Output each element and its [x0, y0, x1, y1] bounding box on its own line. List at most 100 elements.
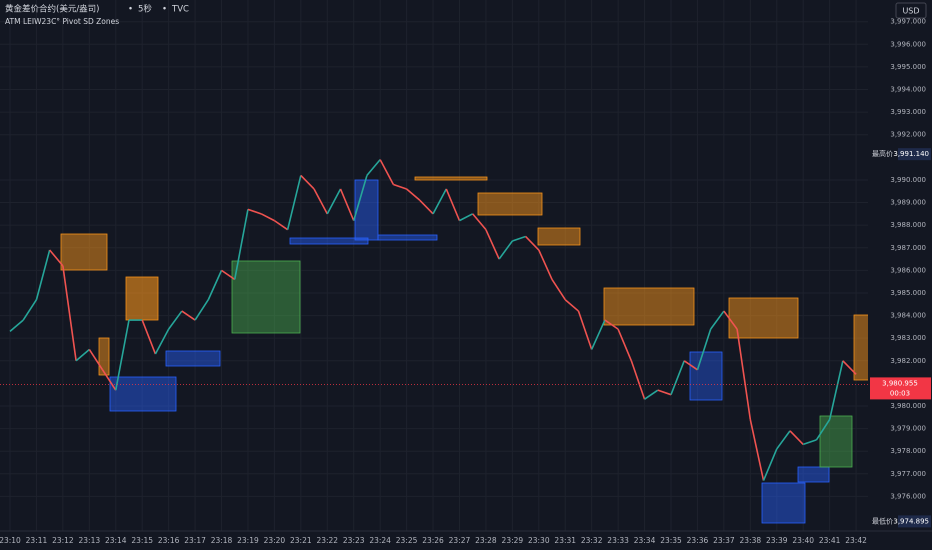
price-segment [564, 299, 579, 312]
price-segment [842, 360, 857, 375]
price-segment [22, 299, 38, 321]
price-segment [88, 349, 104, 371]
zone [231, 260, 301, 334]
price-segment [815, 419, 831, 441]
price-segment [828, 360, 844, 420]
price-segment [35, 249, 51, 300]
x-tick-label: 23:24 [369, 536, 391, 545]
x-tick-label: 23:35 [660, 536, 682, 545]
price-segment [194, 299, 209, 321]
price-segment [432, 188, 447, 215]
x-tick-label: 23:31 [554, 536, 576, 545]
price-segment [617, 328, 633, 362]
marker-label: 最低价 [872, 516, 893, 525]
x-tick-label: 23:22 [316, 536, 338, 545]
price-segment [114, 319, 130, 391]
x-tick-label: 23:19 [237, 536, 259, 545]
x-tick-label: 23:16 [158, 536, 180, 545]
x-tick-label: 23:17 [184, 536, 206, 545]
zone [537, 227, 581, 246]
zone [689, 351, 723, 401]
zone [377, 234, 438, 241]
x-tick-label: 23:41 [819, 536, 841, 545]
y-tick-label: 3,994.000 [890, 86, 926, 94]
zone [603, 287, 695, 326]
price-segment [736, 329, 752, 420]
x-tick-label: 23:15 [131, 536, 153, 545]
price-segment [749, 419, 765, 481]
zone [125, 276, 159, 321]
zone [165, 350, 221, 367]
price-segment [49, 249, 64, 267]
y-tick-label: 3,992.000 [890, 131, 926, 139]
zone [98, 337, 110, 376]
price-segment [577, 310, 593, 350]
price-segment [260, 213, 275, 222]
price-segment [630, 360, 646, 400]
x-tick-label: 23:39 [766, 536, 788, 545]
y-tick-label: 3,989.000 [890, 199, 926, 207]
y-tick-label: 3,993.000 [890, 108, 926, 116]
price-segment [339, 188, 355, 221]
price-segment [762, 448, 778, 481]
price-segment [710, 310, 725, 330]
price-segment [723, 310, 738, 330]
price-segment [419, 199, 434, 215]
price-segment [154, 328, 170, 355]
price-segment [683, 360, 698, 371]
last-price-badge [870, 377, 931, 400]
y-tick-label: 3,986.000 [890, 266, 926, 274]
y-tick-label: 3,978.000 [890, 447, 926, 455]
y-tick-label: 3,979.000 [890, 425, 926, 433]
interval: 5秒 [138, 4, 152, 15]
y-tick-label: 3,976.000 [890, 492, 926, 500]
zones [60, 176, 873, 524]
y-tick-label: 3,996.000 [890, 40, 926, 48]
x-tick-label: 23:11 [26, 536, 48, 545]
price-segment [657, 389, 672, 396]
currency[interactable]: USD [902, 7, 919, 16]
zone [728, 297, 799, 339]
price-scale [868, 0, 932, 550]
y-tick-label: 3,984.000 [890, 312, 926, 320]
price-segment [604, 319, 619, 330]
countdown: 00:03 [890, 389, 910, 397]
x-tick-label: 23:26 [422, 536, 444, 545]
indicator-name[interactable]: ATM LEIW23C° Pivot SD Zones [5, 17, 119, 26]
price-segment [366, 159, 381, 176]
x-tick-label: 23:29 [502, 536, 524, 545]
price-segment [512, 235, 526, 242]
marker-value: 3,974.895 [893, 517, 929, 525]
last-price: 3,980.955 [882, 379, 918, 387]
y-tick-label: 3,985.000 [890, 289, 926, 297]
y-tick-label: 3,988.000 [890, 221, 926, 229]
currency-button[interactable] [895, 2, 927, 19]
price-segment [696, 328, 712, 371]
price-segment [472, 213, 487, 231]
zone [414, 176, 488, 181]
price-segment [75, 348, 90, 362]
x-tick-label: 23:21 [290, 536, 312, 545]
axes: 3,976.000 3,977.000 3,978.000 3,979.000 3,98… [0, 18, 931, 545]
marker-badge [898, 515, 931, 528]
zone [60, 233, 108, 271]
price-segment [485, 229, 500, 260]
source: TVC [171, 5, 189, 15]
price-segment [498, 240, 514, 260]
price-segment [776, 430, 791, 450]
price-segment [326, 188, 342, 215]
price-segment [590, 319, 606, 350]
x-tick-label: 23:13 [79, 536, 101, 545]
price-segment [101, 369, 117, 391]
y-tick-label: 3,977.000 [890, 470, 926, 478]
price-segment [406, 188, 421, 201]
price-segment [551, 278, 566, 301]
x-tick-label: 23:30 [528, 536, 550, 545]
zone [109, 376, 177, 412]
plot [0, 159, 868, 481]
x-tick-label: 23:32 [581, 536, 603, 545]
x-tick-label: 23:42 [845, 536, 867, 545]
